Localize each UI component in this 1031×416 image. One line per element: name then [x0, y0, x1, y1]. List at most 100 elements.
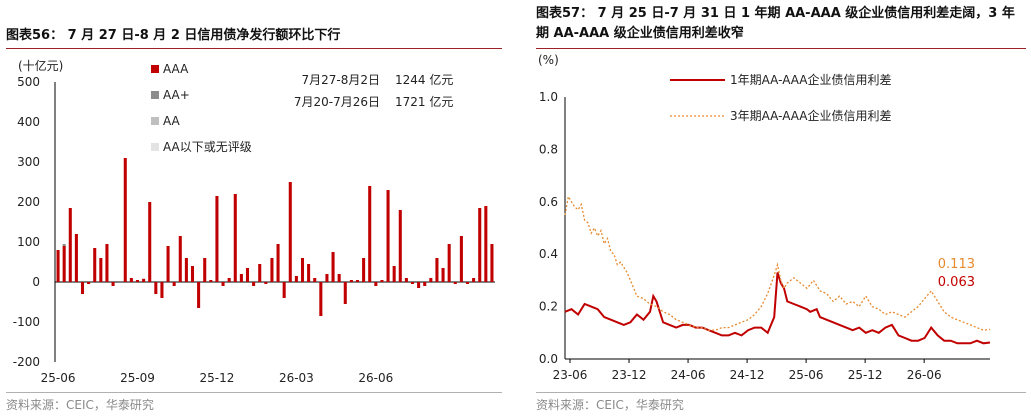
- y-tick-label: 0.2: [539, 300, 558, 314]
- y-tick-label: 0.4: [539, 247, 558, 261]
- bar-AAA: [362, 258, 366, 282]
- x-tick-label: 24-12: [730, 368, 765, 382]
- bar-AAA: [221, 282, 225, 286]
- annotation-label: 7月27-8月2日: [301, 73, 380, 87]
- x-tick-label: 23-12: [612, 368, 647, 382]
- x-tick-label: 25-12: [200, 371, 235, 385]
- bar-AAA: [87, 282, 91, 284]
- source-right: 资料来源：CEIC，华泰研究: [536, 398, 684, 412]
- bar-AAA: [380, 280, 384, 282]
- bar-AAA: [423, 282, 427, 286]
- bar-AAA: [233, 194, 237, 282]
- source-divider-right: [536, 392, 1026, 393]
- x-tick-label: 25-12: [848, 368, 883, 382]
- y-tick-label: -200: [13, 355, 40, 369]
- bar-AAA: [197, 282, 201, 308]
- bar-AAA: [288, 182, 292, 282]
- x-tick-label: 23-06: [553, 368, 588, 382]
- bar-AAA: [142, 278, 146, 282]
- y-tick-label: 0.0: [539, 352, 558, 366]
- legend-label: 1年期AA-AAA企业债信用利差: [730, 72, 892, 87]
- x-tick-label: 26-06: [358, 371, 393, 385]
- bar-AAA: [374, 282, 378, 286]
- bar-chart: (十亿元) -200 -100 0 100 200 300 400 500 25-06 25-09 2…: [13, 58, 495, 385]
- y-axis-unit-label: (十亿元): [18, 58, 63, 73]
- bar-AAA: [56, 250, 60, 282]
- bar-AAA: [93, 248, 97, 282]
- bar-AAA: [166, 246, 170, 282]
- bar-AAA: [410, 282, 415, 284]
- bar-AAA: [154, 282, 158, 294]
- bar-AA+: [62, 244, 66, 246]
- bar-AAA: [178, 236, 182, 282]
- bar-AAA: [368, 186, 372, 282]
- x-tick-label: 25-06: [789, 368, 824, 382]
- bar-AAA: [245, 268, 250, 282]
- bar-AAA: [62, 246, 66, 282]
- bar-AAA: [392, 266, 396, 282]
- bar-AAA: [465, 282, 470, 284]
- y-tick-label: 0: [32, 275, 40, 289]
- bar-AAA: [135, 280, 140, 282]
- y-tick-label: 100: [17, 235, 40, 249]
- y-tick-label: 300: [17, 155, 40, 169]
- end-value-label-1y: 0.063: [938, 275, 975, 290]
- bar-AAA: [105, 244, 109, 282]
- bar-AAA: [111, 282, 115, 286]
- bar-AAA: [355, 280, 360, 282]
- bar-AAA: [331, 252, 335, 282]
- bar-AAA: [472, 278, 476, 282]
- bar-AAA: [239, 274, 243, 282]
- bar-AAA: [386, 190, 390, 282]
- legend-label: AAA: [163, 62, 189, 76]
- annotation-value: 1721 亿元: [395, 94, 453, 109]
- bar-AAA: [459, 236, 463, 282]
- annotation-label: 7月20-7月26日: [294, 95, 380, 109]
- y-tick-label: 0.8: [539, 142, 558, 156]
- y-axis-unit-label: (%): [538, 53, 559, 67]
- bar-AAA: [478, 208, 482, 282]
- bar-AAA: [190, 266, 195, 282]
- bar-AAA: [282, 282, 286, 298]
- bar-AAA: [184, 258, 188, 282]
- bar-AAA: [417, 282, 421, 288]
- bar-AAA: [258, 264, 262, 282]
- bar-AAA: [349, 280, 353, 282]
- bar-AAA: [276, 244, 280, 282]
- bar-AAA: [319, 282, 323, 316]
- x-tick-label: 26-06: [907, 368, 942, 382]
- bar-AAA: [148, 202, 152, 282]
- legend-label: AA: [163, 114, 181, 128]
- bar-AAA: [453, 282, 457, 284]
- bar-AAA: [429, 278, 433, 282]
- y-tick-label: -100: [13, 315, 40, 329]
- bar-AAA: [68, 208, 72, 282]
- legend-swatch: [151, 143, 159, 151]
- bar-AAA: [252, 282, 256, 286]
- bar-AAA: [209, 280, 213, 282]
- annotation-value: 1244 亿元: [395, 72, 453, 87]
- chart-title-left: 图表56： 7 月 27 日-8 月 2 日信用债净发行额环比下行: [6, 28, 341, 43]
- source-divider-left: [6, 392, 502, 393]
- legend-label: AA+: [163, 88, 190, 102]
- bar-AAA: [337, 274, 341, 282]
- y-tick-label: 0.6: [539, 195, 558, 209]
- legend-swatch: [151, 117, 159, 125]
- y-tick-label: 400: [17, 115, 40, 129]
- y-tick-label: 200: [17, 195, 40, 209]
- bar-AAA: [264, 282, 268, 284]
- legend-swatch: [151, 65, 159, 73]
- bar-AAA: [80, 282, 85, 294]
- bar-AAA: [307, 264, 311, 282]
- bar-AAA: [160, 282, 164, 298]
- x-tick-label: 26-03: [279, 371, 314, 385]
- bar-AAA: [484, 206, 488, 282]
- legend-label: 3年期AA-AAA企业债信用利差: [730, 108, 892, 123]
- bar-AAA: [313, 278, 317, 282]
- bar-AAA: [215, 196, 219, 282]
- bar-AAA: [123, 158, 127, 282]
- chart-title-right: 图表57： 7 月 25 日-7 月 31 日 1 年期 AA-AAA 级企业债…: [536, 6, 1015, 41]
- bar-AAA: [172, 282, 176, 286]
- x-tick-label: 25-09: [120, 371, 155, 385]
- series-line-3y: [564, 194, 991, 331]
